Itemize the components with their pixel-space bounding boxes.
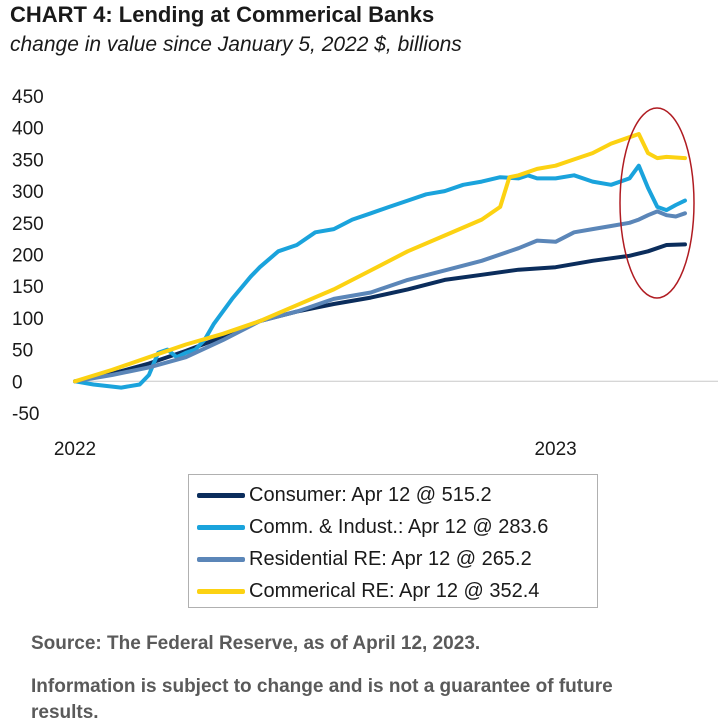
highlight-ellipse bbox=[619, 107, 695, 299]
disclaimer-note: Information is subject to change and is … bbox=[31, 676, 613, 723]
legend-swatch-commerical-re bbox=[197, 588, 245, 594]
legend-swatch-residential-re bbox=[197, 556, 245, 562]
legend-label-residential-re: Residential RE: Apr 12 @ 265.2 bbox=[249, 547, 532, 570]
line-chart: -50 0 50 100 150 200 250 300 350 400 450 2022 2023 bbox=[12, 87, 718, 460]
y-axis: -50 0 50 100 150 200 250 300 350 400 450 bbox=[12, 87, 44, 425]
source-note: Source: The Federal Reserve, as of April… bbox=[31, 633, 481, 654]
legend-item-residential-re: Residential RE: Apr 12 @ 265.2 bbox=[189, 543, 597, 575]
legend-swatch-comm-indust bbox=[197, 524, 245, 530]
series-line-1 bbox=[73, 163, 687, 390]
legend-label-commerical-re: Commerical RE: Apr 12 @ 352.4 bbox=[249, 579, 540, 602]
y-tick-label: 400 bbox=[12, 119, 44, 140]
y-tick-label: 450 bbox=[12, 87, 44, 108]
y-tick-label: 250 bbox=[12, 214, 44, 235]
y-tick-label: 150 bbox=[12, 277, 44, 298]
legend: Consumer: Apr 12 @ 515.2 Comm. & Indust.… bbox=[188, 474, 598, 608]
legend-swatch-consumer bbox=[197, 492, 245, 498]
legend-item-consumer: Consumer: Apr 12 @ 515.2 bbox=[189, 479, 597, 511]
legend-item-comm-indust: Comm. & Indust.: Apr 12 @ 283.6 bbox=[189, 511, 597, 543]
y-tick-label: 50 bbox=[12, 341, 33, 362]
y-tick-label: 350 bbox=[12, 150, 44, 171]
chart-subtitle: change in value since January 5, 2022 $,… bbox=[10, 33, 462, 56]
y-tick-label: 300 bbox=[12, 182, 44, 203]
x-axis: 2022 2023 bbox=[54, 439, 577, 460]
legend-label-consumer: Consumer: Apr 12 @ 515.2 bbox=[249, 483, 492, 506]
y-tick-label: -50 bbox=[12, 404, 39, 425]
y-tick-label: 200 bbox=[12, 246, 44, 267]
series-line-2 bbox=[73, 209, 687, 384]
series-layer bbox=[73, 132, 687, 390]
y-tick-label: 100 bbox=[12, 309, 44, 330]
x-tick-label: 2023 bbox=[534, 439, 576, 460]
chart-title: CHART 4: Lending at Commerical Banks bbox=[10, 2, 435, 27]
legend-item-commerical-re: Commerical RE: Apr 12 @ 352.4 bbox=[189, 575, 597, 607]
series-line-3 bbox=[73, 132, 687, 384]
y-tick-label: 0 bbox=[12, 372, 23, 393]
legend-label-comm-indust: Comm. & Indust.: Apr 12 @ 283.6 bbox=[249, 515, 549, 538]
x-tick-label: 2022 bbox=[54, 439, 96, 460]
